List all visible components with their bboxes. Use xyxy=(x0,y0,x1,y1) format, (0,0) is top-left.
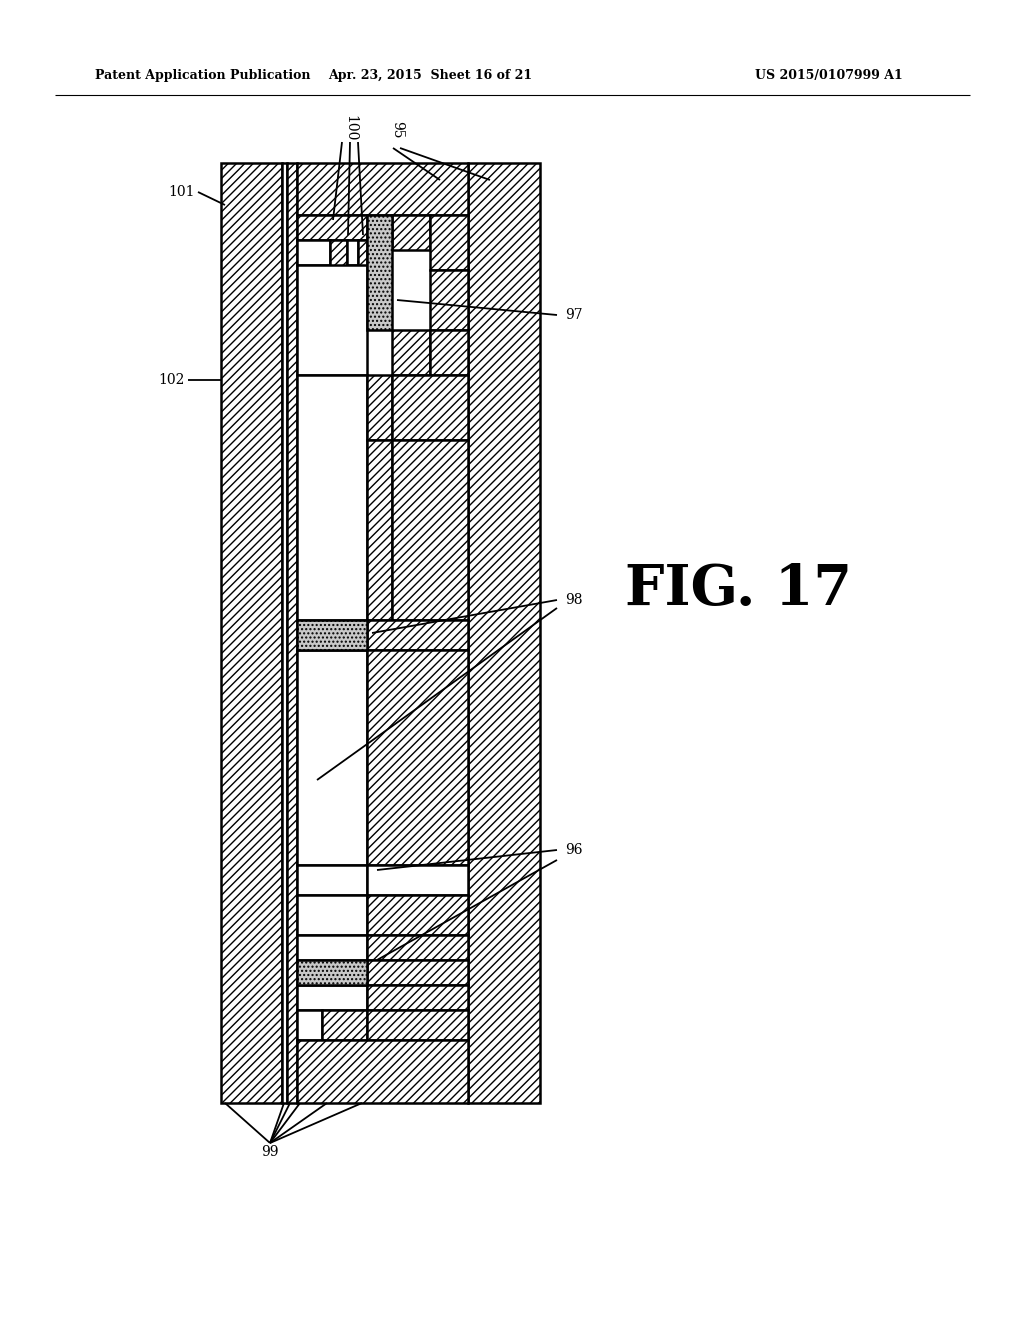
Bar xyxy=(297,1010,322,1040)
Bar xyxy=(367,1010,468,1040)
Text: 96: 96 xyxy=(565,843,583,857)
Bar xyxy=(392,375,468,440)
Bar xyxy=(358,240,367,280)
Bar xyxy=(322,1010,367,1040)
Bar xyxy=(297,215,367,240)
Bar xyxy=(297,649,367,865)
Bar xyxy=(367,620,468,649)
Bar xyxy=(430,330,468,375)
Bar xyxy=(330,240,347,280)
Text: 101: 101 xyxy=(169,185,195,199)
Bar xyxy=(430,215,468,271)
Bar xyxy=(297,375,367,620)
Bar xyxy=(430,271,468,330)
Bar xyxy=(297,960,367,985)
Text: 102: 102 xyxy=(159,374,185,387)
Bar xyxy=(287,162,297,1104)
Bar xyxy=(367,215,392,330)
Bar xyxy=(367,649,468,865)
Bar xyxy=(297,240,330,265)
Bar xyxy=(347,240,358,265)
Bar xyxy=(367,960,468,985)
Text: Patent Application Publication: Patent Application Publication xyxy=(95,69,310,82)
Text: Apr. 23, 2015  Sheet 16 of 21: Apr. 23, 2015 Sheet 16 of 21 xyxy=(328,69,532,82)
Bar xyxy=(392,440,468,620)
Bar xyxy=(282,162,287,1104)
Text: 95: 95 xyxy=(390,121,404,139)
Bar xyxy=(367,985,468,1010)
Bar xyxy=(392,215,430,249)
Text: 97: 97 xyxy=(565,308,583,322)
Bar xyxy=(221,162,282,1104)
Bar xyxy=(297,620,367,649)
Bar xyxy=(297,265,367,375)
Text: US 2015/0107999 A1: US 2015/0107999 A1 xyxy=(755,69,903,82)
Bar xyxy=(297,865,367,895)
Bar xyxy=(297,895,367,935)
Bar xyxy=(367,895,468,935)
Bar xyxy=(392,330,430,375)
Bar xyxy=(297,985,367,1010)
Bar xyxy=(367,865,468,895)
Bar xyxy=(297,935,367,960)
Text: FIG. 17: FIG. 17 xyxy=(625,562,852,618)
Bar xyxy=(367,935,468,960)
Text: 99: 99 xyxy=(261,1144,279,1159)
Bar xyxy=(297,1040,468,1104)
Bar xyxy=(367,375,392,440)
Bar xyxy=(297,162,468,215)
Text: 98: 98 xyxy=(565,593,583,607)
Bar xyxy=(468,162,540,1104)
Bar xyxy=(367,440,392,620)
Text: 100: 100 xyxy=(343,115,357,141)
